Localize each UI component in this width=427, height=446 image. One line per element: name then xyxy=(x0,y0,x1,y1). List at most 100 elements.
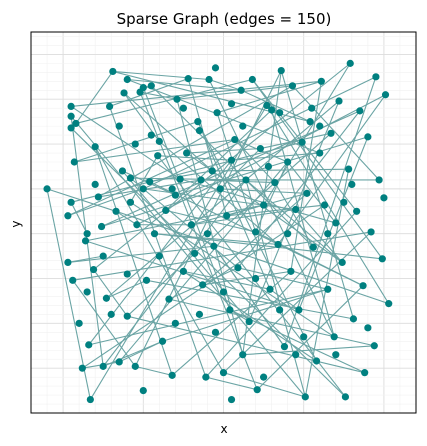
graph-node xyxy=(76,320,83,327)
graph-node xyxy=(79,365,86,372)
graph-node xyxy=(303,190,310,197)
graph-node xyxy=(213,109,220,116)
graph-node xyxy=(68,103,75,110)
graph-node xyxy=(185,75,192,82)
graph-node xyxy=(287,268,294,275)
graph-node xyxy=(284,158,291,165)
graph-node xyxy=(340,199,347,206)
graph-node xyxy=(300,333,307,340)
graph-node xyxy=(364,133,371,140)
graph-node xyxy=(140,387,147,394)
graph-node xyxy=(228,396,235,403)
graph-node xyxy=(156,253,163,260)
graph-node xyxy=(100,363,107,370)
graph-node xyxy=(172,192,179,199)
graph-node xyxy=(148,82,155,89)
graph-node xyxy=(361,369,368,376)
graph-node xyxy=(106,103,113,110)
graph-node xyxy=(169,185,176,192)
graph-node xyxy=(238,87,245,94)
graph-node xyxy=(180,105,187,112)
graph-node xyxy=(276,306,283,313)
graph-node xyxy=(313,357,320,364)
graph-node xyxy=(127,199,134,206)
graph-node xyxy=(151,230,158,237)
graph-node xyxy=(345,166,352,173)
graph-node xyxy=(289,82,296,89)
graph-node xyxy=(85,341,92,348)
graph-node xyxy=(364,324,371,331)
graph-node xyxy=(210,243,217,250)
graph-node xyxy=(332,351,339,358)
graph-node xyxy=(177,175,184,182)
graph-node xyxy=(347,60,354,67)
graph-node xyxy=(367,228,374,235)
graph-node xyxy=(318,78,325,85)
graph-node xyxy=(228,100,235,107)
graph-node xyxy=(242,176,249,183)
graph-node xyxy=(109,68,116,75)
graph-node xyxy=(295,306,302,313)
graph-node xyxy=(212,329,219,336)
graph-node xyxy=(252,275,259,282)
graph-node xyxy=(231,136,238,143)
graph-node xyxy=(146,178,153,185)
graph-node xyxy=(188,221,195,228)
graph-node xyxy=(292,351,299,358)
graph-node xyxy=(226,306,233,313)
graph-node xyxy=(331,333,338,340)
graph-node xyxy=(379,255,386,262)
graph-node xyxy=(321,201,328,208)
graph-node xyxy=(120,89,127,96)
graph-node xyxy=(124,76,131,83)
graph-node xyxy=(98,223,105,230)
graph-node xyxy=(209,167,216,174)
graph-node xyxy=(43,185,50,192)
graph-node xyxy=(371,342,378,349)
graph-node xyxy=(165,296,172,303)
graph-node xyxy=(292,206,299,213)
graph-node xyxy=(72,120,79,127)
graph-node xyxy=(380,194,387,201)
graph-node xyxy=(302,393,309,400)
graph-node xyxy=(327,130,334,137)
graph-node xyxy=(148,131,155,138)
graph-node xyxy=(249,76,256,83)
graph-node xyxy=(281,343,288,350)
graph-node xyxy=(194,118,201,125)
graph-node xyxy=(310,244,317,251)
graph-node xyxy=(162,207,169,214)
graph-node xyxy=(156,138,163,145)
graph-node xyxy=(84,230,91,237)
graph-node xyxy=(217,185,224,192)
graph-node xyxy=(173,96,180,103)
graph-node xyxy=(265,163,272,170)
graph-node xyxy=(140,185,147,192)
graph-node xyxy=(254,386,261,393)
graph-node xyxy=(87,396,94,403)
graph-node xyxy=(202,374,209,381)
graph-node xyxy=(350,315,357,322)
graph-node xyxy=(339,259,346,266)
graph-node xyxy=(234,264,241,271)
graph-node xyxy=(332,219,339,226)
graph-node xyxy=(100,253,107,260)
graph-node xyxy=(266,286,273,293)
graph-node xyxy=(191,250,198,257)
graph-node xyxy=(140,84,147,91)
graph-node xyxy=(154,152,161,159)
graph-node xyxy=(278,67,285,74)
graph-node xyxy=(316,149,323,156)
graph-node xyxy=(212,64,219,71)
graph-node xyxy=(196,127,203,134)
graph-node xyxy=(133,221,140,228)
graph-node xyxy=(116,358,123,365)
graph-node xyxy=(353,208,360,215)
graph-node xyxy=(342,393,349,400)
graph-node xyxy=(172,320,179,327)
graph-node xyxy=(260,374,267,381)
graph-node xyxy=(132,140,139,147)
graph-node xyxy=(257,145,264,152)
graph-node xyxy=(268,106,275,113)
